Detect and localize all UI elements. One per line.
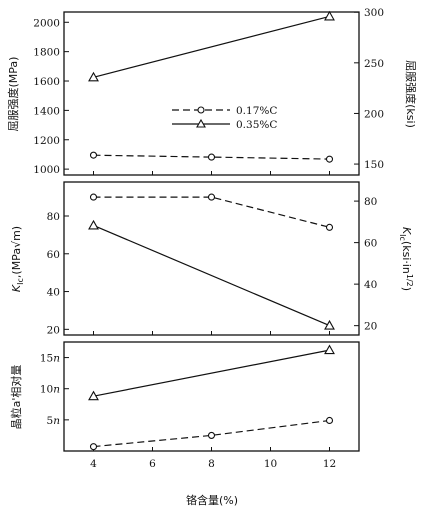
panel-grain-ylabel-left: 晶粒a'相对量	[9, 365, 23, 430]
panel-toughness-left-tick-label: 60	[47, 249, 60, 261]
legend-marker-035	[196, 118, 206, 128]
panel-toughness-left-tick-label: 80	[47, 211, 60, 223]
panel-yield-series-035C-line	[93, 15, 330, 78]
x-tick-label: 12	[323, 458, 336, 470]
panel-toughness-series-017C-line	[93, 196, 330, 228]
legend: 0.17%C 0.35%C	[172, 105, 277, 131]
panel-yield-series-017C-point	[207, 153, 216, 161]
panel-toughness-right-tick-label: 80	[364, 196, 377, 208]
panel-grain-series-017C-point	[207, 431, 216, 439]
panel-yield-right-tick-label: 250	[364, 58, 384, 70]
panel-yield-right-tick-label: 200	[364, 108, 384, 120]
panel-grain-series-035C-point	[88, 390, 99, 401]
panel-grain-left-tick-suffix: n	[53, 384, 60, 396]
panel-grain-series-017C-point	[325, 416, 334, 425]
panel-yield-left-tick-label: 1000	[33, 164, 60, 176]
panel-grain-left-tick-num: 10	[40, 384, 53, 396]
panel-toughness-series-035C-point	[324, 319, 335, 330]
panel-yield-frame	[63, 11, 360, 176]
series-layer	[88, 10, 335, 451]
toughness-right-k: K	[400, 227, 413, 235]
panel-yield-series-035C-point	[324, 10, 335, 21]
ticks-layer: 1000120014001600180020001502002503002040…	[33, 7, 384, 470]
panel-grain-left-tick-label: 5n	[47, 415, 61, 427]
panel-grain-left-tick-suffix: n	[53, 353, 60, 365]
panel-yield-ylabel-left: 屈服强度(MPa)	[6, 57, 20, 132]
panel-toughness-left-tick-label: 20	[47, 324, 60, 336]
panel-yield-series-035C-point	[88, 71, 99, 82]
panel-grain-left-tick-num: 5	[47, 415, 54, 427]
panel-grain-left-tick-label: 10n	[40, 384, 60, 396]
panel-toughness-series-035C-line	[93, 224, 330, 327]
legend-label-017: 0.17%C	[236, 105, 277, 117]
toughness-right-close: )	[400, 287, 413, 291]
panel-grain-series-017C-line	[93, 419, 330, 448]
panel-yield-left-tick-label: 1600	[33, 76, 60, 88]
panel-grain-series-017C-point	[89, 443, 98, 451]
panel-yield-series-017C-line	[93, 154, 330, 160]
x-tick-label: 4	[90, 458, 97, 470]
panel-yield-series-017C-point	[89, 151, 98, 159]
toughness-left-sub: Ic	[16, 278, 25, 285]
panel-yield-right-tick-label: 300	[364, 7, 384, 19]
legend-marker-017	[197, 106, 205, 114]
panel-toughness-ylabel-right: KIc(ksi·in1/2)	[398, 227, 414, 291]
panel-yield-left-tick-label: 1800	[33, 47, 60, 59]
panel-toughness-series-017C-point	[207, 193, 216, 201]
toughness-left-rest: ,(MPa√m)	[10, 226, 23, 278]
panel-grain-series-035C-line	[93, 349, 330, 397]
panel-yield-left-tick-label: 2000	[33, 17, 60, 29]
x-axis-label: 铬含量(%)	[186, 493, 238, 507]
legend-label-035: 0.35%C	[236, 119, 277, 131]
panel-toughness-right-tick-label: 20	[364, 321, 377, 333]
panel-grain-left-tick-suffix: n	[53, 415, 60, 427]
toughness-left-k: K	[10, 284, 23, 292]
toughness-right-sup: 1/2	[405, 274, 414, 287]
panel-grain-left-tick-label: 15n	[40, 353, 60, 365]
panel-yield-left-tick-label: 1400	[33, 105, 60, 117]
panel-toughness-right-tick-label: 40	[364, 279, 377, 291]
toughness-right-rest: (ksi·in	[400, 241, 413, 274]
panel-toughness-series-017C-point	[89, 193, 98, 201]
panel-yield-series-017C-point	[325, 155, 334, 163]
panel-toughness-ylabel-left: KIc,(MPa√m)	[10, 226, 25, 292]
panel-grain-left-tick-num: 15	[40, 353, 53, 365]
panel-toughness-right-tick-label: 60	[364, 238, 377, 250]
panel-toughness-left-tick-label: 40	[47, 287, 60, 299]
panel-yield-ylabel-right: 屈服强度(ksi)	[404, 60, 418, 128]
x-tick-label: 10	[264, 458, 277, 470]
panel-toughness-series-035C-point	[88, 219, 99, 230]
panel-yield-left-tick-label: 1200	[33, 135, 60, 147]
panel-yield-right-tick-label: 150	[364, 159, 384, 171]
panel-toughness-series-017C-point	[325, 223, 334, 231]
panel-grain-series-035C-point	[324, 344, 335, 355]
toughness-right-sub: Ic	[398, 234, 407, 241]
x-tick-label: 8	[208, 458, 215, 470]
x-tick-label: 6	[149, 458, 156, 470]
panel-toughness-frame	[63, 181, 360, 336]
